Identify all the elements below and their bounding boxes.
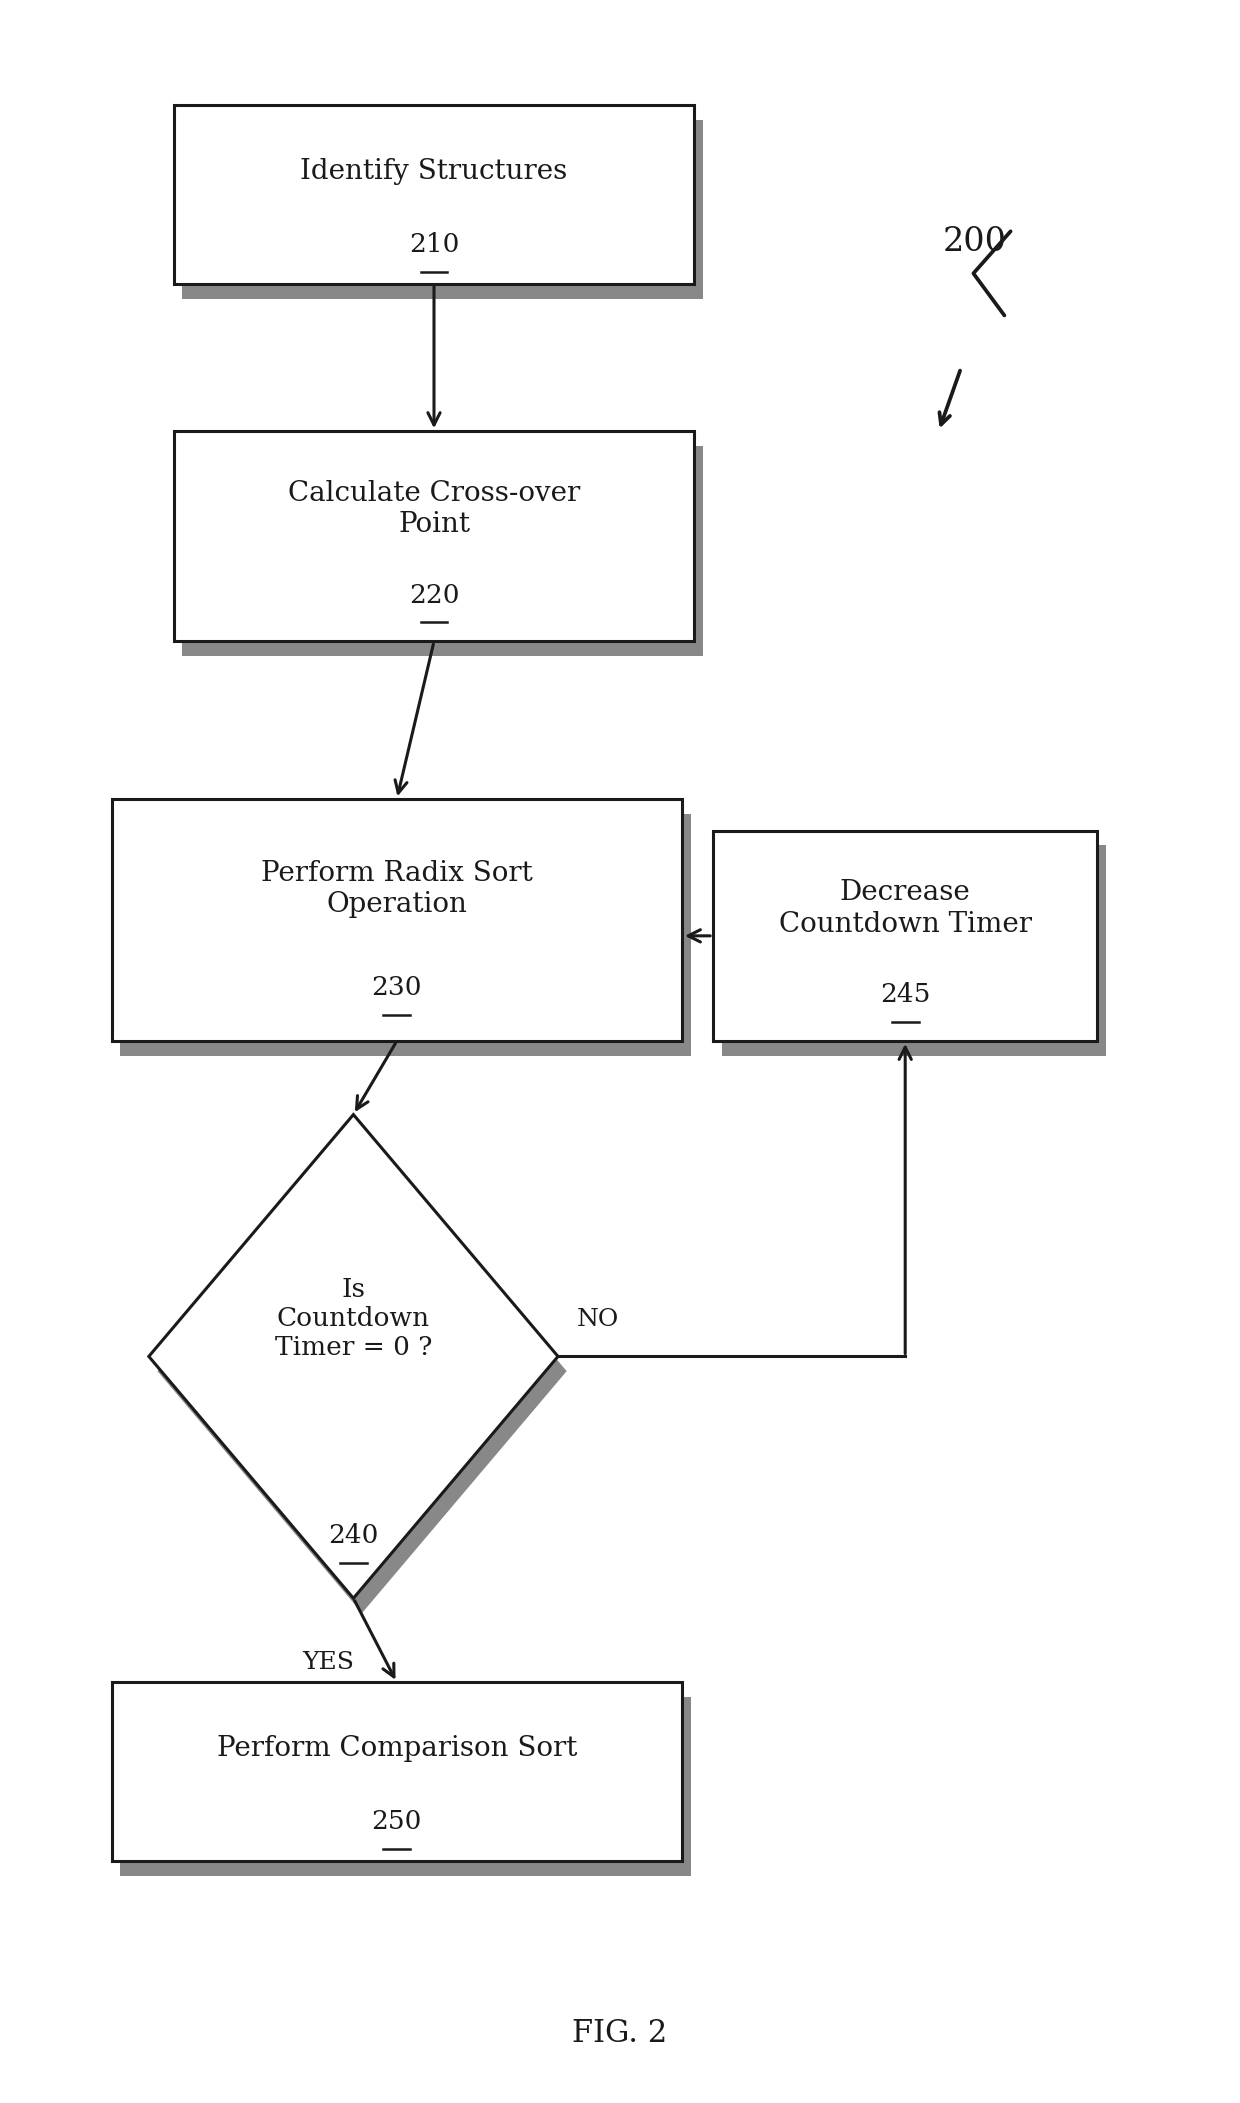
Bar	[120, 1697, 691, 1876]
Text: 220: 220	[409, 583, 459, 608]
Text: 240: 240	[329, 1523, 378, 1548]
Bar	[182, 446, 703, 656]
Text: 230: 230	[372, 976, 422, 1001]
Bar	[112, 799, 682, 1041]
Text: 200: 200	[942, 225, 1007, 259]
Polygon shape	[157, 1129, 567, 1613]
Text: Is
Countdown
Timer = 0 ?: Is Countdown Timer = 0 ?	[275, 1277, 432, 1361]
Bar	[182, 120, 703, 299]
Bar	[174, 431, 694, 641]
Text: Decrease
Countdown Timer: Decrease Countdown Timer	[779, 879, 1032, 938]
Text: Perform Comparison Sort: Perform Comparison Sort	[217, 1735, 577, 1762]
Bar	[120, 814, 691, 1056]
Text: Identify Structures: Identify Structures	[300, 158, 568, 185]
Text: 210: 210	[409, 231, 459, 257]
Bar	[174, 105, 694, 284]
Text: Perform Radix Sort
Operation: Perform Radix Sort Operation	[260, 860, 533, 917]
Text: Calculate Cross-over
Point: Calculate Cross-over Point	[288, 479, 580, 538]
Bar	[713, 831, 1097, 1041]
Text: 245: 245	[880, 982, 930, 1007]
Bar	[112, 1682, 682, 1861]
Text: NO: NO	[577, 1308, 619, 1331]
Text: FIG. 2: FIG. 2	[573, 2019, 667, 2048]
Text: 250: 250	[372, 1809, 422, 1834]
Polygon shape	[149, 1115, 558, 1598]
Text: YES: YES	[303, 1651, 355, 1674]
Bar	[722, 845, 1106, 1056]
